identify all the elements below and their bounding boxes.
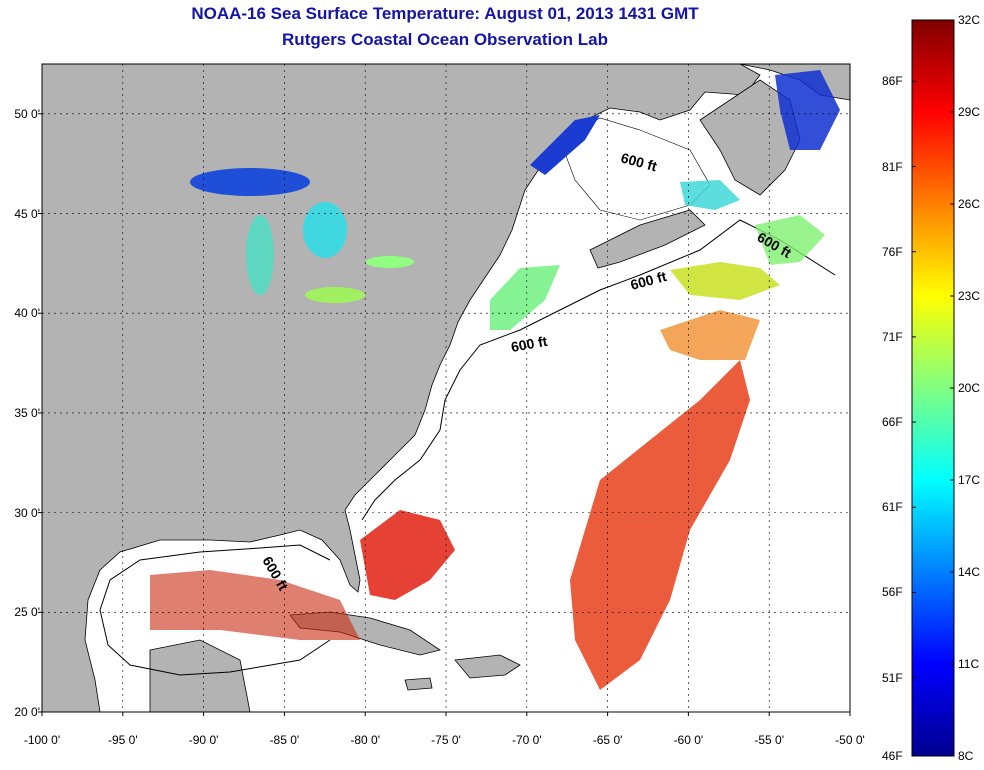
land-mass-north-america	[42, 64, 761, 712]
lon-tick-label: -50 0'	[835, 733, 865, 747]
sst-gulf-of-maine	[490, 265, 560, 330]
land-hispaniola	[454, 654, 521, 679]
contour-600ft-gulf	[99, 544, 331, 676]
land-newfoundland	[699, 79, 801, 196]
colorbar-fahrenheit-label: 66F	[882, 415, 903, 430]
colorbar-fahrenheit-label: 61F	[882, 500, 903, 515]
colorbar-fahrenheit-label: 51F	[882, 670, 903, 685]
sst-gulf-of-mexico	[150, 570, 360, 640]
lon-tick-label: -70 0'	[511, 733, 542, 747]
colorbar-celsius-label: 17C	[958, 473, 981, 487]
lon-tick-label: -100 0'	[23, 733, 61, 747]
axis-ticks	[38, 113, 851, 716]
lat-tick-label: 40 0'	[14, 306, 40, 321]
lake-huron	[303, 202, 347, 258]
colorbar-celsius-label: 23C	[958, 289, 981, 303]
colorbar-fahrenheit-label: 46F	[882, 749, 903, 763]
lon-tick-label: -75 0'	[431, 733, 461, 747]
colorbar-fahrenheit-label: 81F	[882, 159, 903, 174]
colorbar-celsius-label: 20C	[958, 381, 981, 395]
land-jamaica	[404, 677, 433, 691]
colorbar-celsius-label: 8C	[958, 749, 974, 763]
lon-tick-label: -65 0'	[592, 733, 623, 747]
colorbar-celsius-label: 26C	[958, 197, 981, 211]
lake-ontario	[366, 256, 414, 268]
colorbar-ticks	[912, 19, 954, 757]
lon-tick-label: -90 0'	[188, 733, 219, 747]
sst-georges-bank	[670, 262, 780, 300]
lon-tick-label: -85 0'	[269, 733, 300, 747]
lon-tick-label: -80 0'	[350, 733, 381, 747]
gridlines	[42, 64, 850, 712]
colorbar-celsius-label: 32C	[958, 13, 981, 27]
colorbar-fahrenheit-label: 76F	[882, 244, 903, 259]
lon-tick-label: -55 0'	[754, 733, 785, 747]
lat-tick-label: 45 0'	[14, 206, 40, 221]
contour-600ft-atlantic	[361, 219, 836, 521]
lon-tick-label: -60 0'	[673, 733, 704, 747]
colorbar-celsius-label: 11C	[958, 657, 980, 671]
lat-tick-label: 35 0'	[14, 405, 40, 420]
colorbar-celsius-label: 14C	[958, 565, 981, 579]
colorbar-fahrenheit-label: 71F	[882, 329, 903, 344]
map-title: NOAA-16 Sea Surface Temperature: August …	[191, 4, 699, 23]
lat-tick-label: 30 0'	[14, 505, 40, 520]
lake-erie	[305, 287, 365, 303]
colorbar	[911, 19, 955, 757]
lake-michigan	[246, 215, 274, 295]
map-subtitle: Rutgers Coastal Ocean Observation Lab	[282, 30, 608, 49]
sst-grand-banks	[755, 215, 825, 265]
lat-tick-label: 20 0'	[14, 705, 40, 719]
land-nova-scotia	[589, 209, 706, 269]
lat-tick-label: 25 0'	[14, 605, 40, 620]
contour-label-4: 600 ft	[510, 333, 549, 355]
sst-gulf-stream	[570, 360, 750, 690]
lon-tick-label: -95 0'	[107, 733, 138, 747]
sst-florida-east	[360, 510, 455, 600]
sst-cabot-strait	[680, 180, 740, 210]
colorbar-celsius-label: 29C	[958, 105, 981, 119]
colorbar-fahrenheit-label: 86F	[882, 74, 903, 89]
colorbar-fahrenheit-label: 56F	[882, 585, 903, 600]
sst-mid-atlantic	[660, 310, 760, 360]
st-lawrence-sst	[530, 115, 600, 175]
lat-tick-label: 50 0'	[14, 106, 40, 121]
lake-superior	[190, 168, 310, 196]
land-yucatan	[149, 639, 251, 712]
sst-newfoundland	[775, 70, 840, 150]
